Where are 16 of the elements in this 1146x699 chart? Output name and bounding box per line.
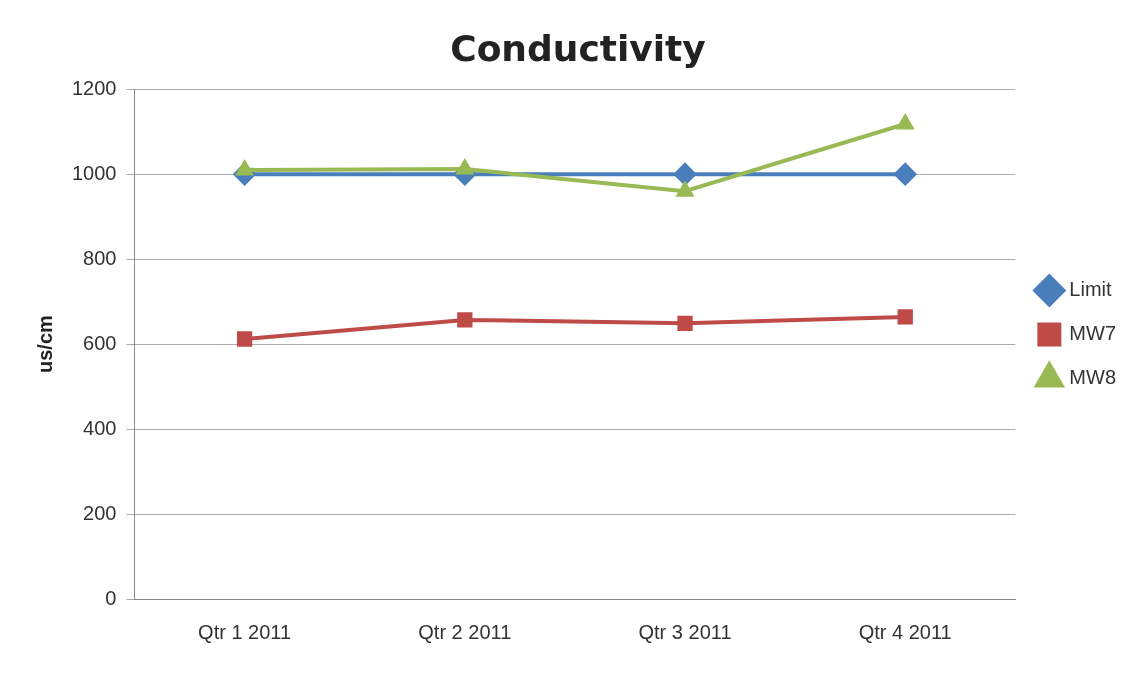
y-tick-label: 400 — [83, 416, 117, 439]
legend-label: MW7 — [1069, 322, 1117, 345]
y-tick-label: 0 — [105, 586, 117, 609]
x-tick-label: Qtr 4 2011 — [858, 620, 952, 643]
y-tick-label: 800 — [83, 246, 117, 269]
y-tick-label: 600 — [83, 331, 117, 354]
legend-label: MW8 — [1069, 366, 1117, 389]
x-tick-label: Qtr 1 2011 — [198, 620, 292, 643]
x-tick-label: Qtr 3 2011 — [638, 620, 732, 643]
y-tick-label: 1000 — [71, 161, 117, 184]
legend-label: Limit — [1069, 278, 1113, 301]
chart-title: Conductivity — [450, 27, 706, 69]
y-tick-label: 1200 — [71, 76, 117, 99]
y-tick-label: 200 — [83, 501, 117, 524]
y-axis-title: us/cm — [33, 315, 56, 374]
x-tick-label: Qtr 2 2011 — [418, 620, 512, 643]
